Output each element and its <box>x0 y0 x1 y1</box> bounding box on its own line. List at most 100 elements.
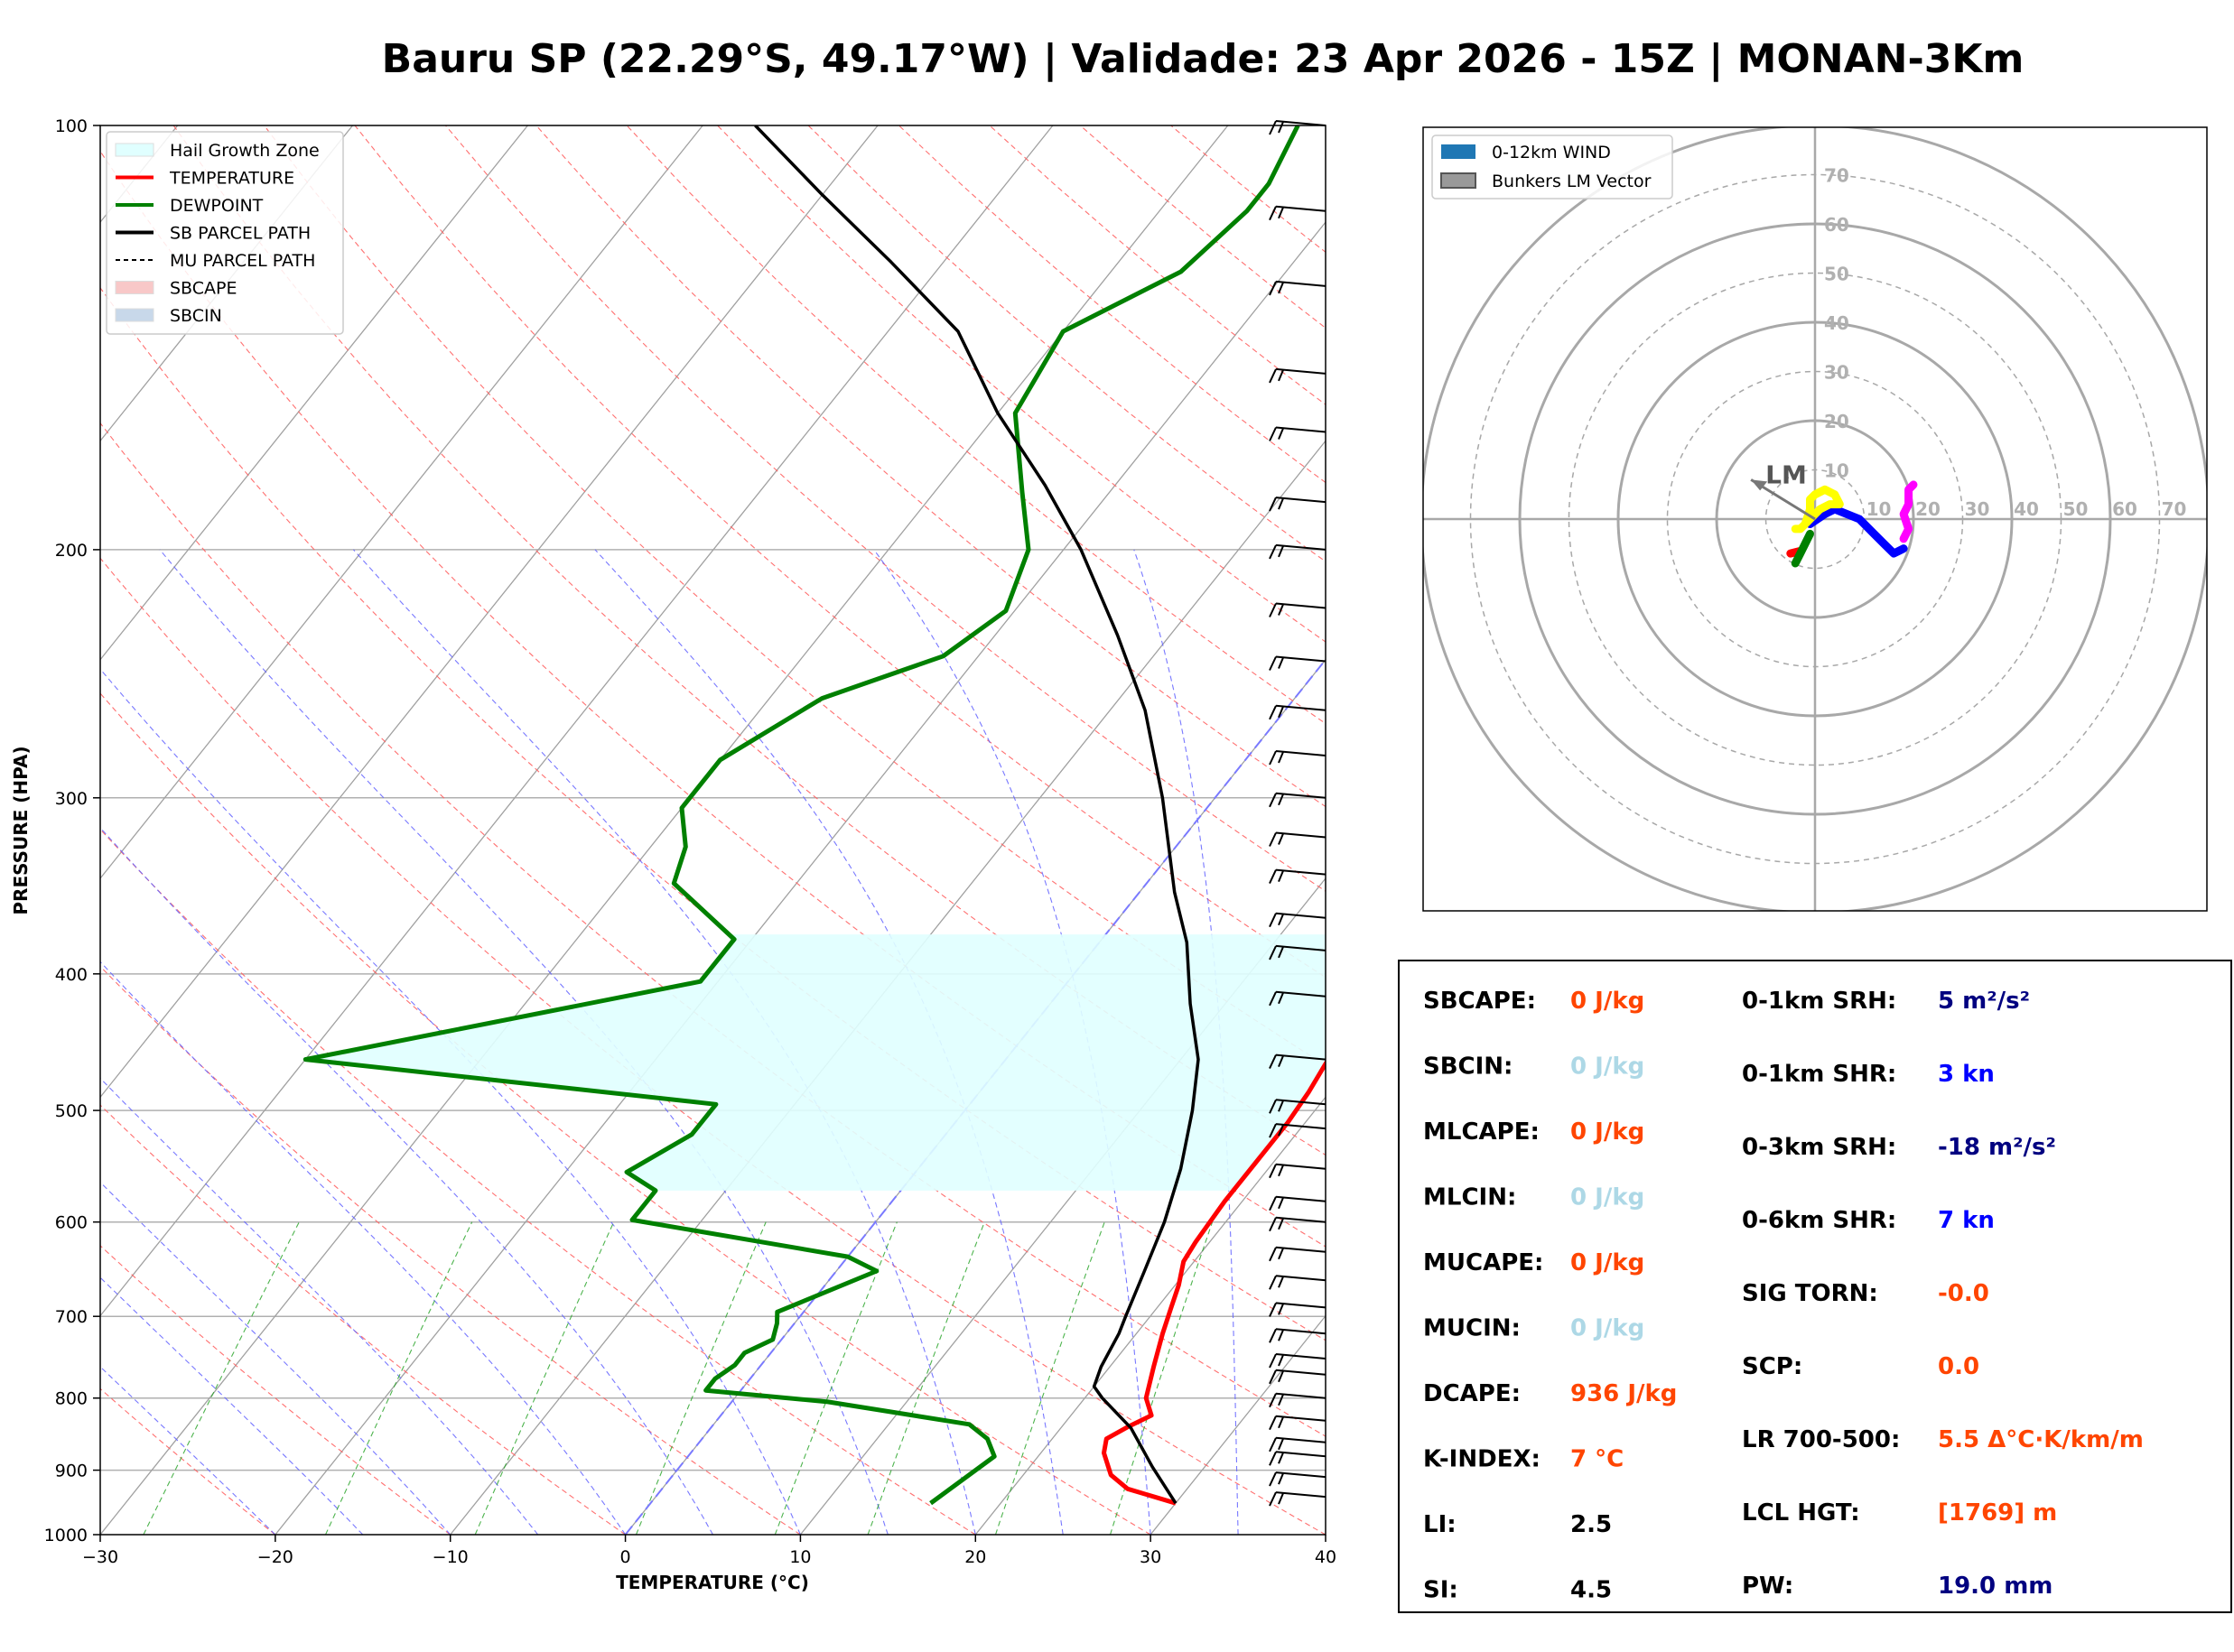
y-tick-label: 300 <box>55 789 88 809</box>
wind-barb <box>1269 280 1326 296</box>
wind-barb <box>1269 1328 1326 1343</box>
ring-label-y: 20 <box>1824 411 1849 432</box>
index-value: 0 J/kg <box>1570 988 1644 1015</box>
y-tick-label: 800 <box>55 1389 88 1409</box>
legend-swatch <box>1440 172 1476 189</box>
mixing-ratio-line <box>143 1221 300 1535</box>
wind-barb <box>1269 868 1326 885</box>
wind-barb <box>1269 990 1326 1007</box>
wind-barb <box>1269 205 1326 221</box>
legend-label: SBCAPE <box>170 279 237 299</box>
isotherm-line <box>799 877 1326 1535</box>
legend-label: MU PARCEL PATH <box>170 251 315 271</box>
hodograph-segment <box>1791 485 1844 534</box>
y-tick-label: 500 <box>55 1101 88 1121</box>
sb_parcel-line <box>754 125 1200 1505</box>
wind-barb <box>1269 1392 1326 1408</box>
isotherm-line <box>100 125 703 880</box>
index-label: K-INDEX: <box>1423 1446 1541 1473</box>
wind-barb <box>1269 750 1326 766</box>
ring-label-y: 10 <box>1824 460 1849 482</box>
skewt-background-lines <box>100 125 1326 1535</box>
x-tick-label: 40 <box>1315 1547 1336 1567</box>
y-tick-label: 100 <box>55 116 88 136</box>
legend-swatch <box>115 308 154 322</box>
hodograph-rings: 10 10 20 20 30 30 40 40 50 50 60 60 70 70 <box>1423 127 2207 911</box>
wind-barb <box>1269 1471 1326 1487</box>
x-tick-label: 20 <box>964 1547 986 1567</box>
wind-barb <box>1269 1491 1326 1507</box>
y-axis-title: PRESSURE (HPA) <box>10 746 32 914</box>
x-axis-title: TEMPERATURE (°C) <box>616 1572 809 1593</box>
wind-barb <box>1269 1436 1326 1452</box>
ring-label-x: 60 <box>2112 498 2137 520</box>
hodograph-legend: 0-12km WIND Bunkers LM Vector <box>1431 135 1673 200</box>
index-label: 0-1km SHR: <box>1742 1061 1896 1088</box>
mixing-ratio-line <box>474 1221 615 1535</box>
ring-label-y: 50 <box>1824 264 1849 285</box>
legend-label: DEWPOINT <box>170 196 264 216</box>
wind-barb <box>1269 1415 1326 1431</box>
y-tick-label: 200 <box>55 541 88 561</box>
legend-label: Bunkers LM Vector <box>1492 172 1652 191</box>
moist-adiabat <box>1325 1514 1326 1535</box>
index-value: 936 J/kg <box>1570 1380 1677 1407</box>
y-tick-label: 1000 <box>44 1526 88 1545</box>
wind-barb <box>1269 497 1326 512</box>
y-tick-label: 700 <box>55 1307 88 1327</box>
wind-barb <box>1269 543 1326 560</box>
ring-label-y: 70 <box>1824 165 1849 187</box>
indices-right-column: 0-1km SRH: 5 m²/s² 0-1km SHR: 3 kn 0-3km SRH… <box>1742 988 2144 1600</box>
index-value: 2.5 <box>1570 1511 1612 1538</box>
dewpoint-line <box>303 125 1300 1506</box>
index-value: 0 J/kg <box>1570 1118 1644 1146</box>
isotherm-line <box>100 125 879 1099</box>
isotherm-line <box>275 221 1326 1535</box>
legend-label: TEMPERATURE <box>169 169 294 189</box>
index-label: 0-1km SRH: <box>1742 988 1896 1015</box>
wind-barb <box>1269 1216 1326 1232</box>
index-value: 0 J/kg <box>1570 1053 1644 1081</box>
index-label: SIG TORN: <box>1742 1280 1878 1307</box>
hodograph-frame <box>1422 126 2208 912</box>
ring-label-x: 50 <box>2063 498 2089 520</box>
wind-barb <box>1269 1163 1326 1179</box>
index-value: 0 J/kg <box>1570 1315 1644 1342</box>
mixing-ratio-line <box>994 1221 1105 1535</box>
index-value: 5 m²/s² <box>1938 988 2030 1015</box>
isotherm-line <box>100 125 528 661</box>
moist-adiabat <box>100 668 801 1535</box>
y-tick-label: 600 <box>55 1213 88 1233</box>
x-tick-label: −30 <box>82 1547 118 1567</box>
index-label: PW: <box>1742 1573 1793 1600</box>
dry-adiabat <box>100 692 1151 1535</box>
dry-adiabat <box>100 1245 451 1535</box>
ring-label-y: 40 <box>1824 312 1849 334</box>
ring-label-x: 30 <box>1965 498 1990 520</box>
skewt-legend: Hail Growth Zone TEMPERATURE DEWPOINT SB PA… <box>106 131 344 335</box>
index-value: 7 °C <box>1570 1446 1624 1473</box>
legend-label: Hail Growth Zone <box>170 141 320 161</box>
wind-barb <box>1269 704 1326 720</box>
hodograph-segment <box>1806 505 1908 558</box>
hail-growth-zone <box>305 934 1326 1191</box>
index-label: LI: <box>1423 1511 1457 1538</box>
moist-adiabat <box>100 1181 451 1535</box>
isotherm-line <box>100 125 354 442</box>
index-label: MUCIN: <box>1423 1315 1521 1342</box>
index-label: SI: <box>1423 1577 1458 1604</box>
index-value: 3 kn <box>1938 1061 1995 1088</box>
wind-barb <box>1269 1053 1326 1070</box>
index-label: DCAPE: <box>1423 1380 1521 1407</box>
index-value: 7 kn <box>1938 1207 1995 1234</box>
x-tick-label: 10 <box>789 1547 811 1567</box>
index-label: MLCAPE: <box>1423 1118 1540 1146</box>
ring-label-x: 40 <box>2014 498 2039 520</box>
wind-barb <box>1269 1275 1326 1290</box>
wind-barb <box>1269 1123 1326 1138</box>
index-label: 0-6km SHR: <box>1742 1207 1896 1234</box>
lm-label: LM <box>1765 459 1807 489</box>
wind-barb <box>1269 831 1326 847</box>
